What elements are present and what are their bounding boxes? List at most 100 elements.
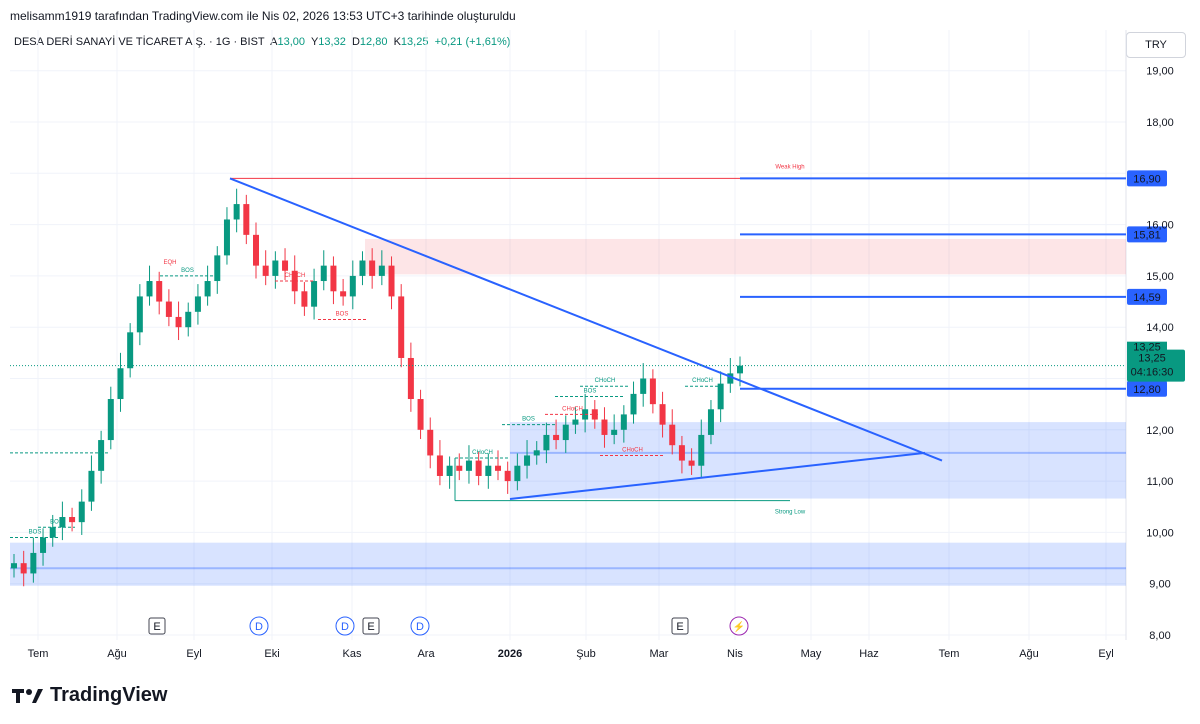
high-value: 13,32 [318,36,346,48]
candle-body [436,455,443,476]
candle-body [475,460,482,476]
low-label: D [351,36,360,48]
candle-body [349,275,356,297]
candle-body [553,434,560,441]
brand-name: TradingView [50,684,168,706]
level-price-tag [1127,226,1167,243]
open-value: 13,00 [277,36,306,48]
candle-body [417,399,424,430]
candle-body [669,424,676,446]
brand-logo: TradingView [12,684,167,707]
candle-body [427,429,434,456]
choch-label: CHoCH [622,447,643,453]
earnings-marker-label: E [367,621,374,633]
candle-body [194,296,201,312]
candle-body [340,291,347,297]
candle-body [630,393,637,415]
y-tick-label: 15,00 [1146,271,1174,283]
x-tick-label: Kas [343,648,362,660]
earnings-marker [362,617,380,635]
candle-body [727,373,734,384]
bos-label: BOS [29,530,42,536]
candle-body [678,445,685,461]
level-price-label: 12,80 [1133,384,1161,396]
x-tick-label: Tem [939,648,960,660]
x-tick-label: Eyl [186,648,201,660]
x-tick-label: Şub [576,648,596,660]
bos-label: BOS [336,312,349,318]
dividend-marker [249,616,269,636]
close-label: K [393,36,401,48]
dividend-marker-label: D [341,621,349,633]
y-tick-label: 18,00 [1146,117,1174,129]
event-markers: E D D E D E ⚡ [148,616,749,636]
grid-lines [10,30,1127,640]
x-tick-label: Ara [417,648,435,660]
earnings-marker [148,617,166,635]
change-value: +0,21 (+1,61%) [434,36,511,48]
dividend-marker-label: D [255,621,263,633]
candle-body [146,281,153,297]
candle-body [291,270,298,292]
candle-body [572,419,579,425]
x-tick-label: May [801,648,822,660]
choch-label: CHoCH [285,273,306,279]
candle-body [504,470,511,482]
level-price-label: 15,81 [1133,229,1161,241]
x-tick-label: Ağu [107,648,127,660]
level-price-tag [1127,170,1167,187]
candle-body [543,434,550,451]
candle-body [20,563,27,574]
earnings-marker [671,617,689,635]
y-tick-label: 9,00 [1149,579,1170,591]
earnings-marker-label: E [153,621,160,633]
candle-body [649,378,656,405]
dividend-marker [410,616,430,636]
candle-body [243,204,250,235]
candle-body [233,204,240,220]
bos-label: BOS [522,417,535,423]
candle-body [533,450,540,456]
candle-body [369,260,376,276]
candle-body [601,419,608,435]
y-tick-label: 12,00 [1146,425,1174,437]
candle-body [620,414,627,430]
demand-zone [10,542,1126,586]
x-tick-label: Ağu [1019,648,1039,660]
countdown-label: 04:16:30 [1131,367,1174,379]
candle-body [514,465,521,482]
bos-label: BOS [584,388,597,394]
candle-body [49,527,56,538]
y-tick-label: 11,00 [1147,476,1174,488]
currency-button[interactable]: TRY [1126,32,1186,58]
candle-body [388,265,395,297]
level-price-label: 14,59 [1133,292,1161,304]
candle-body [398,296,405,358]
candle-body [272,260,279,276]
choch-label: CHoCH [472,450,493,456]
zones [10,238,1126,586]
x-tick-label: Eyl [1098,648,1113,660]
trendline [509,451,926,501]
event-marker [729,616,749,636]
candle-body [359,260,366,276]
candle-body [446,465,453,476]
candle-body [253,234,259,266]
candle-body [456,465,463,471]
candle-body [107,399,114,441]
candle-body [591,409,598,420]
last-price-tag [1127,341,1167,353]
candle-body [59,517,66,528]
candle-body [11,563,17,569]
x-tick-label: Haz [859,648,879,660]
candle-body [69,517,76,523]
candle-body [737,365,743,374]
chart-attribution: melisamm1919 tarafından TradingView.com … [10,9,516,23]
y-tick-label: 8,00 [1149,630,1170,642]
open-label: A [270,36,278,48]
strong-low-label: Strong Low [775,510,806,516]
candle-body [465,460,472,471]
candle-body [640,378,647,394]
candle-body [78,501,85,523]
